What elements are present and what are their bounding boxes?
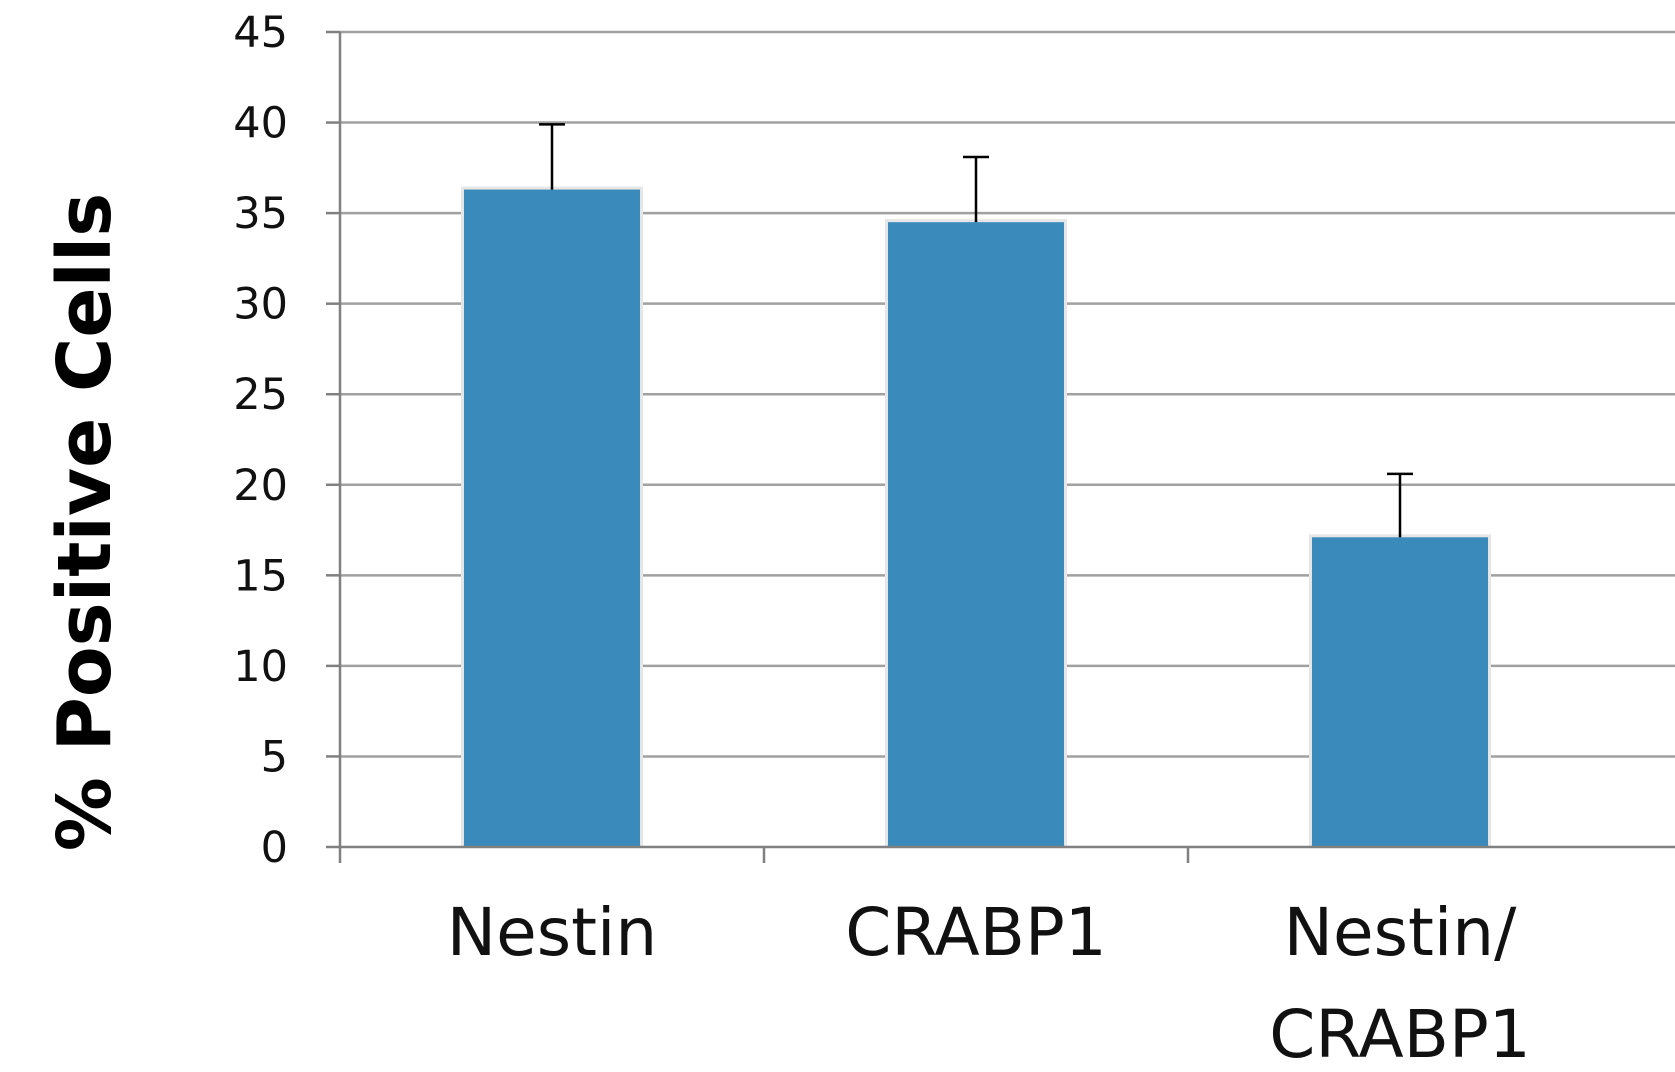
y-tick-labels: 0 5 10 15 20 25 30 35 40 45	[233, 8, 288, 873]
category-label: CRABP1	[845, 894, 1107, 971]
axes	[338, 32, 1675, 863]
y-tick-label: 45	[233, 8, 288, 58]
y-tick-label: 40	[233, 99, 288, 149]
y-tick-label: 30	[233, 280, 288, 330]
category-label: CRABP1	[1269, 996, 1531, 1072]
bar	[888, 222, 1064, 847]
y-axis-title: % Positive Cells	[42, 193, 128, 852]
bar	[464, 189, 640, 848]
bar	[1312, 537, 1488, 847]
category-label: Nestin/	[1284, 894, 1517, 971]
y-tick-label: 5	[261, 732, 288, 782]
category-labels: Nestin CRABP1 Nestin/CRABP1	[447, 894, 1531, 1072]
y-tick-label: 10	[233, 642, 288, 692]
y-tick-label: 15	[233, 551, 288, 601]
error-bars	[539, 123, 1413, 538]
category-label: Nestin	[447, 894, 657, 971]
y-tick-label: 0	[261, 823, 288, 873]
y-tick-label: 35	[233, 189, 288, 239]
y-tick-label: 25	[233, 370, 288, 420]
bars	[461, 186, 1491, 848]
y-tick-label: 20	[233, 461, 288, 511]
